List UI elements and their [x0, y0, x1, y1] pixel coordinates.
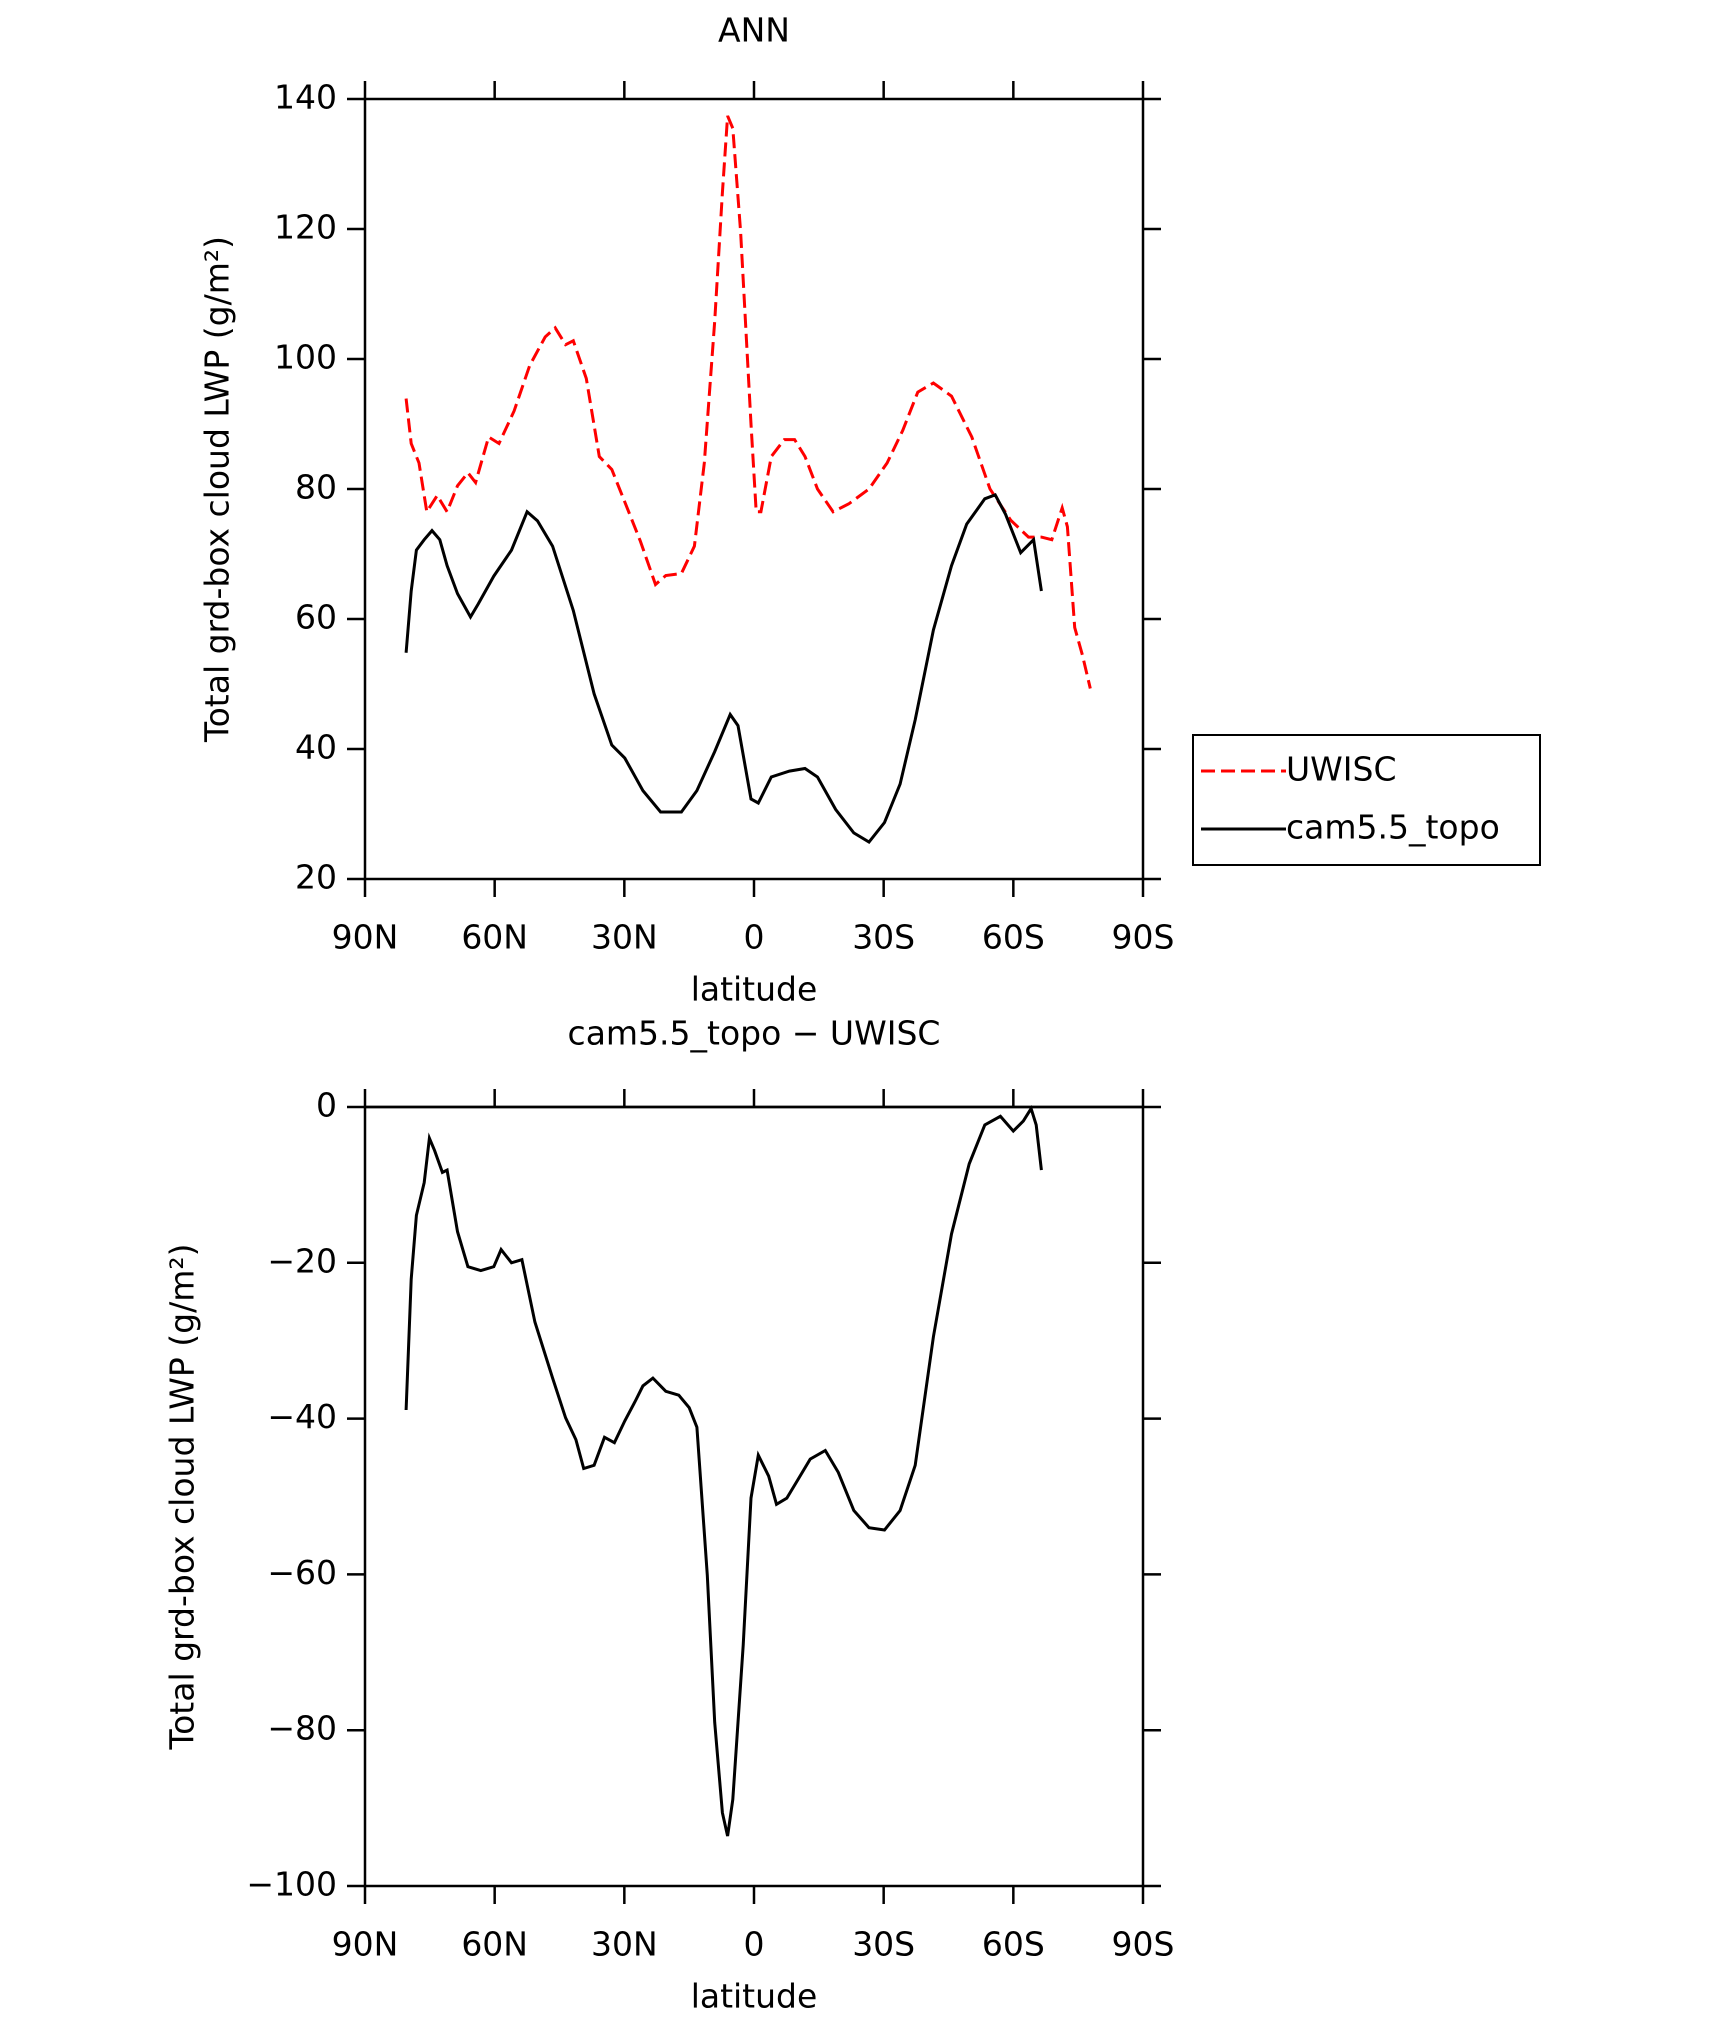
- x-tick-label: 90N: [332, 1925, 399, 1964]
- y-tick-label: 120: [274, 208, 337, 247]
- y-tick-label: −80: [267, 1709, 337, 1748]
- y-tick-label: 20: [295, 858, 337, 897]
- x-tick-label: 0: [744, 918, 765, 957]
- y-tick-label: 100: [274, 338, 337, 377]
- x-tick-label: 60S: [982, 1925, 1045, 1964]
- y-tick-label: −60: [267, 1553, 337, 1592]
- plot-frame: [363, 1105, 1145, 1888]
- data-line: [404, 115, 1092, 689]
- chart-title: ANN: [718, 11, 790, 50]
- legend-label: cam5.5_topo: [1286, 808, 1500, 847]
- data-line: [404, 493, 1043, 844]
- x-tick-label: 30S: [852, 1925, 915, 1964]
- x-axis-label: latitude: [691, 970, 818, 1009]
- y-tick-label: −100: [246, 1865, 337, 1904]
- x-tick-label: 30S: [852, 918, 915, 957]
- x-tick-label: 90N: [332, 918, 399, 957]
- x-tick-label: 90S: [1112, 1925, 1175, 1964]
- plot-frame: [363, 97, 1145, 881]
- y-axis-label: Total grd-box cloud LWP (g/m²): [198, 236, 237, 743]
- chart-title: cam5.5_topo − UWISC: [568, 1014, 941, 1053]
- y-tick-label: 40: [295, 728, 337, 767]
- y-tick-label: −40: [267, 1397, 337, 1436]
- x-tick-label: 30N: [591, 1925, 658, 1964]
- x-axis-label: latitude: [691, 1977, 818, 2016]
- legend-label: UWISC: [1286, 750, 1397, 789]
- x-tick-label: 60N: [461, 1925, 528, 1964]
- x-tick-label: 60S: [982, 918, 1045, 957]
- y-tick-label: 80: [295, 468, 337, 507]
- y-axis-label: Total grd-box cloud LWP (g/m²): [163, 1244, 202, 1751]
- y-tick-label: 0: [316, 1086, 337, 1125]
- y-tick-label: 140: [274, 78, 337, 117]
- x-tick-label: 60N: [461, 918, 528, 957]
- x-tick-label: 30N: [591, 918, 658, 957]
- y-tick-label: −20: [267, 1241, 337, 1280]
- y-tick-label: 60: [295, 598, 337, 637]
- x-tick-label: 0: [744, 1925, 765, 1964]
- legend-box: [1192, 734, 1541, 866]
- x-tick-label: 90S: [1112, 918, 1175, 957]
- data-line: [404, 1105, 1043, 1837]
